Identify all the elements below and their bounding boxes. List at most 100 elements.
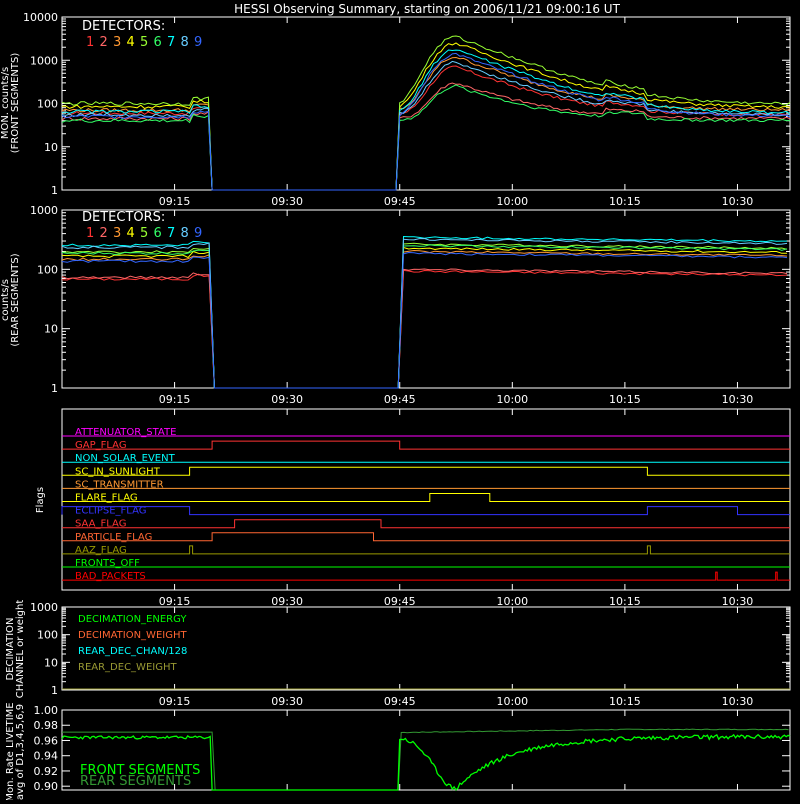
front-series-detector-4 bbox=[61, 42, 791, 191]
rear-series-detector-6 bbox=[61, 244, 788, 389]
front-x-tick-label: 09:30 bbox=[271, 195, 303, 208]
rear-legend-title: DETECTORS: bbox=[82, 210, 165, 225]
livetime-y-label: Mon. Rate LIVETIME bbox=[5, 702, 16, 800]
flags-x-tick-label: 10:15 bbox=[609, 595, 641, 608]
front-legend-detector-8: 8 bbox=[181, 35, 189, 50]
livetime-series-rear bbox=[62, 728, 789, 791]
front-series-detector-5 bbox=[61, 35, 791, 191]
livetime-y-tick-label: 0.92 bbox=[34, 765, 59, 778]
rear-legend-detector-9: 9 bbox=[194, 226, 202, 241]
rear-x-tick-label: 09:45 bbox=[384, 393, 416, 406]
rear-x-tick-label: 10:30 bbox=[722, 393, 754, 406]
decimation-x-tick-label: 10:30 bbox=[722, 695, 754, 708]
flag-trace-aaz-flag bbox=[62, 545, 790, 555]
front-legend-title: DETECTORS: bbox=[82, 19, 165, 34]
livetime-y-tick-label: 0.94 bbox=[34, 750, 59, 763]
rear-legend-detector-6: 6 bbox=[154, 226, 162, 241]
livetime-y-label: avg of D1,3,4,5,6,9 bbox=[15, 704, 26, 800]
chart-title: HESSI Observing Summary, starting on 200… bbox=[234, 2, 620, 16]
decimation-y-tick-label: 10 bbox=[44, 656, 58, 669]
rear-y-tick-label: 10 bbox=[44, 323, 58, 336]
flags-x-tick-label: 10:30 bbox=[722, 595, 754, 608]
flag-trace-bad-packets bbox=[62, 571, 790, 581]
rear-y-tick-label: 100 bbox=[37, 263, 58, 276]
flag-label-aaz-flag: AAZ_FLAG bbox=[75, 545, 127, 556]
front-y-tick-label: 1000 bbox=[30, 54, 58, 67]
flag-trace-sc-in-sunlight bbox=[62, 466, 790, 476]
decimation-y-tick-label: 1000 bbox=[30, 601, 58, 614]
flag-trace-saa-flag bbox=[62, 519, 790, 529]
flag-label-non-solar-event: NON_SOLAR_EVENT bbox=[75, 453, 176, 464]
flags-y-label: Flags bbox=[35, 487, 46, 513]
rear-legend-detector-2: 2 bbox=[100, 226, 108, 241]
rear-x-tick-label: 10:00 bbox=[496, 393, 528, 406]
rear-x-tick-label: 10:15 bbox=[609, 393, 641, 406]
rear-series-detector-4 bbox=[61, 246, 788, 389]
livetime-series-front bbox=[61, 733, 791, 791]
front-series-detector-9 bbox=[61, 52, 791, 191]
decimation-y-label: DECIMATION bbox=[5, 617, 16, 680]
decimation-panel-frame bbox=[61, 606, 791, 691]
flag-trace-particle-flag bbox=[62, 532, 790, 542]
rear-y-label: (REAR SEGMENTS) bbox=[10, 253, 21, 346]
front-y-tick-label: 10000 bbox=[23, 11, 58, 24]
livetime-panel-frame bbox=[61, 709, 791, 791]
flags-panel: 09:15 09:30 09:45 10:00 10:15 10:30 Flags ATTEN… bbox=[35, 408, 791, 608]
decimation-legend-decimation-energy: DECIMATION_ENERGY bbox=[78, 614, 187, 625]
livetime-y-tick-label: 0.90 bbox=[34, 780, 59, 793]
front-y-tick-label: 100 bbox=[37, 98, 58, 111]
decimation-y-tick-label: 1 bbox=[51, 684, 58, 697]
decimation-legend-decimation-weight: DECIMATION_WEIGHT bbox=[78, 630, 187, 641]
rear-y-tick-label: 1 bbox=[51, 382, 58, 395]
front-x-tick-label: 09:45 bbox=[384, 195, 416, 208]
front-series-detector-8 bbox=[61, 60, 791, 191]
livetime-y-tick-label: 0.98 bbox=[34, 719, 59, 732]
rear-series-detector-7 bbox=[61, 235, 787, 389]
rear-series-detector-2 bbox=[61, 268, 788, 389]
flags-x-tick-label: 09:45 bbox=[384, 595, 416, 608]
rear-panel: 09:15 09:30 09:45 10:00 10:15 10:30 1 10 100 1000… bbox=[0, 204, 791, 406]
flag-label-attenuator-state: ATTENUATOR_STATE bbox=[75, 427, 176, 438]
rear-series-detector-1 bbox=[61, 269, 788, 389]
front-x-tick-label: 10:15 bbox=[609, 195, 641, 208]
flag-label-sc-in-sunlight: SC_IN_SUNLIGHT bbox=[75, 466, 161, 477]
front-legend-detector-5: 5 bbox=[140, 35, 148, 50]
flag-label-gap-flag: GAP_FLAG bbox=[75, 440, 127, 451]
front-series-detector-7 bbox=[61, 49, 791, 191]
front-legend-detector-6: 6 bbox=[154, 35, 162, 50]
rear-series-detector-8 bbox=[61, 237, 788, 389]
flag-label-fronts-off: FRONTS_OFF bbox=[75, 558, 140, 569]
rear-y-label: counts/s bbox=[0, 279, 11, 321]
front-legend-detector-1: 1 bbox=[86, 35, 94, 50]
livetime-panel: 0.90 0.92 0.94 0.96 0.98 1.00 Mon. Rate LIVETI… bbox=[5, 702, 791, 802]
livetime-y-tick-label: 1.00 bbox=[34, 704, 59, 717]
front-series-detector-6 bbox=[61, 84, 790, 191]
decimation-x-tick-label: 09:15 bbox=[159, 695, 191, 708]
rear-series-detector-3 bbox=[61, 249, 788, 389]
decimation-y-label: CHANNEL or weight bbox=[15, 600, 26, 699]
front-panel: 09:15 09:30 09:45 10:00 10:15 10:30 1 10 100 1000… bbox=[0, 11, 791, 208]
decimation-x-tick-label: 10:00 bbox=[496, 695, 528, 708]
front-legend-detector-3: 3 bbox=[113, 35, 121, 50]
decimation-x-tick-label: 09:30 bbox=[271, 695, 303, 708]
decimation-y-tick-label: 100 bbox=[37, 629, 58, 642]
front-legend-detector-9: 9 bbox=[194, 35, 202, 50]
flag-trace-eclipse-flag bbox=[61, 506, 790, 516]
rear-series-detector-9 bbox=[61, 251, 788, 389]
flag-label-sc-transmitter: SC_TRANSMITTER bbox=[75, 479, 164, 490]
front-legend-detector-4: 4 bbox=[127, 35, 135, 50]
front-series-detector-1 bbox=[61, 65, 791, 191]
flag-label-flare-flag: FLARE_FLAG bbox=[75, 493, 138, 504]
rear-series-detector-5 bbox=[61, 242, 788, 389]
rear-legend-detector-4: 4 bbox=[127, 226, 135, 241]
front-x-tick-label: 09:15 bbox=[159, 195, 191, 208]
flag-label-bad-packets: BAD_PACKETS bbox=[75, 571, 146, 582]
flag-label-eclipse-flag: ECLIPSE_FLAG bbox=[75, 506, 146, 517]
front-x-tick-label: 10:30 bbox=[722, 195, 754, 208]
decimation-legend-rear-dec-weight: REAR_DEC_WEIGHT bbox=[78, 662, 177, 673]
rear-x-tick-label: 09:15 bbox=[159, 393, 191, 406]
livetime-legend-front-segments: FRONT SEGMENTS bbox=[80, 763, 200, 778]
flag-trace-gap-flag bbox=[62, 440, 790, 450]
front-legend-detector-7: 7 bbox=[167, 35, 175, 50]
rear-legend-detector-7: 7 bbox=[167, 226, 175, 241]
